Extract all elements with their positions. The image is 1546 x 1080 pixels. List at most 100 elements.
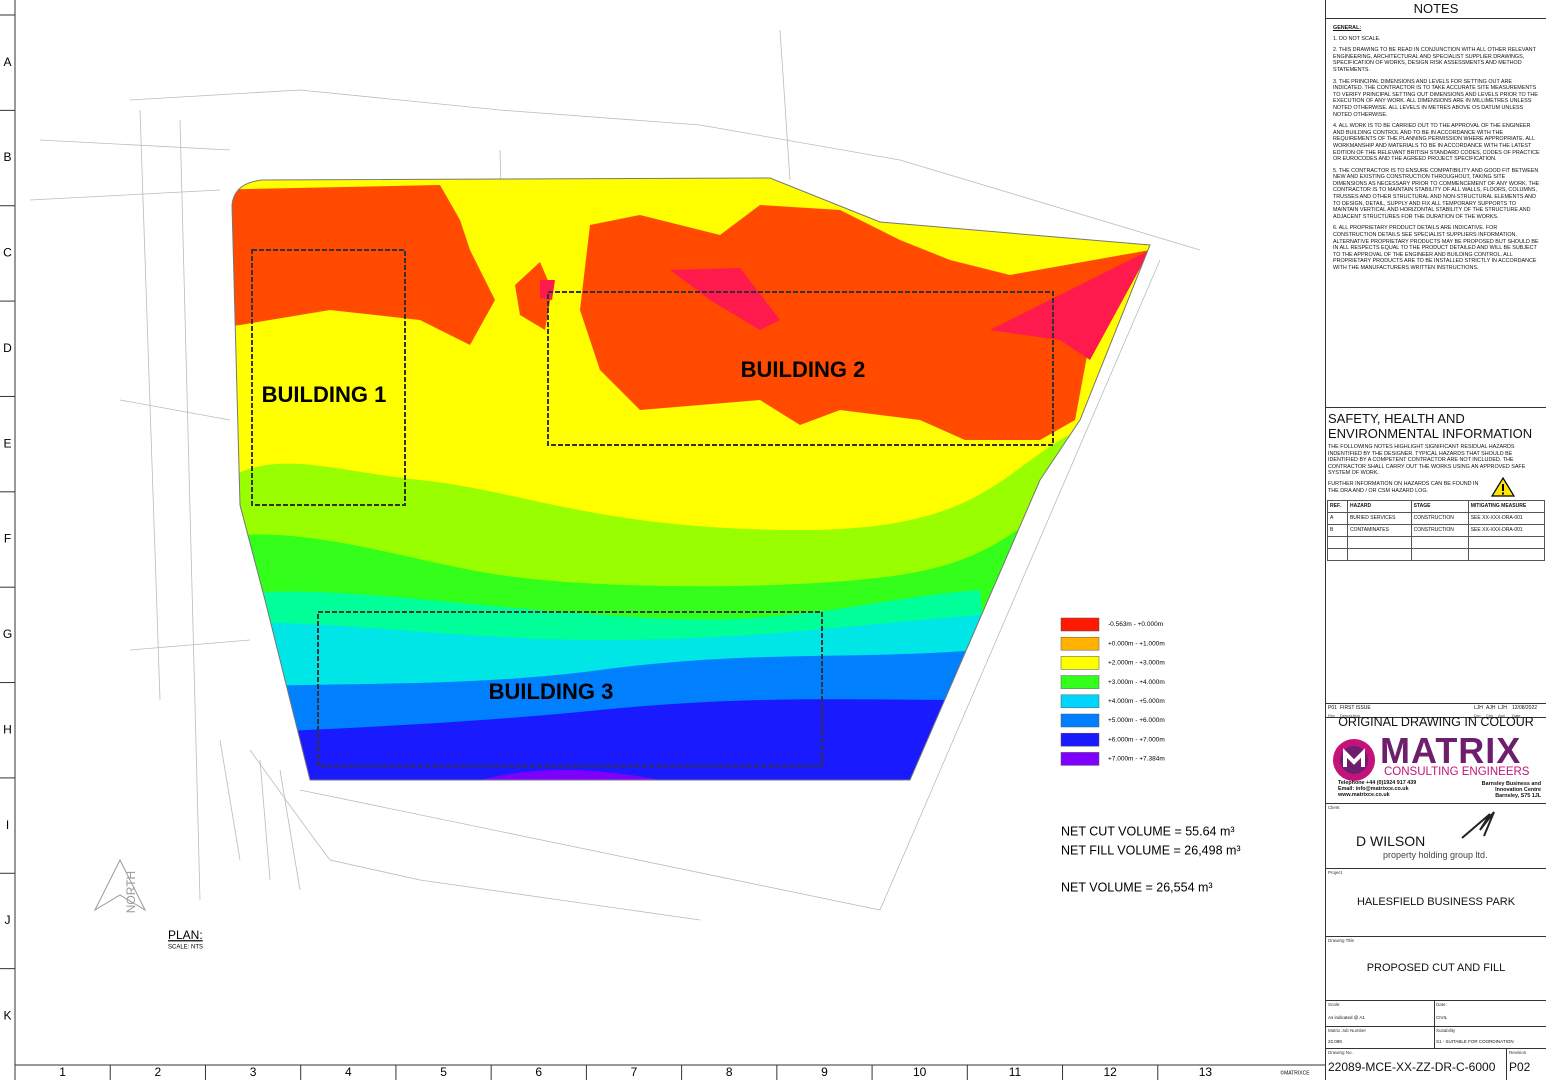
table-cell [1327,548,1348,562]
table-cell [1467,536,1546,550]
grid-column-label: 13 [1199,1065,1213,1079]
field-divider [1506,1049,1507,1080]
safety-further: FURTHER INFORMATION ON HAZARDS CAN BE FO… [1328,480,1479,494]
table-cell: MITIGATING MEASURE [1467,500,1546,514]
revision-header: Rev [1328,713,1336,718]
grid-row-label: B [3,150,11,164]
plan-scale: SCALE: NTS [168,945,203,951]
company-name: MATRIX [1380,730,1522,771]
band-red [580,205,1150,440]
table-cell: A [1327,512,1348,526]
grid-column-label: 3 [250,1065,257,1079]
building-3-outline [317,611,823,767]
revision-cell: P01 [1328,705,1337,711]
field-value: As indicated @ A1 [1328,1015,1365,1020]
revision-cell: 12/08/2022 [1512,705,1538,711]
grid-column-label: 2 [155,1065,162,1079]
field-label: Suitability [1436,1028,1456,1033]
hazard-table: REF. HAZARD STAGE MITIGATING MEASURE A BURIED… [1327,500,1546,562]
legend-label: -0.563m - +0.000m [1108,621,1163,628]
logo-mark [1333,739,1375,781]
grid-column-label: 11 [1009,1065,1022,1079]
band-magenta [990,250,1150,360]
band-blue [232,699,1000,780]
legend-label: +6.000m - +7.000m [1108,736,1165,743]
drawing-title-label: Drawing Title [1328,938,1355,943]
revision-header: Description [1340,713,1361,718]
table-row [1327,536,1546,550]
legend-swatch [1060,675,1100,689]
grid-row-label: I [6,818,9,832]
field-label: Scale: [1328,1002,1341,1007]
plan-title: PLAN: [168,928,203,942]
note-item: 6. ALL PROPRIETARY PRODUCT DETAILS ARE I… [1333,225,1539,271]
title-box: Scale: As indicated @ A1 Date: CIVIL [1326,1000,1546,1027]
field-value: CIVIL [1436,1015,1448,1020]
cut-fill-contours [232,178,1150,780]
field-label: Date: [1436,1002,1447,1007]
field-value: S1 - SUITABLE FOR COORDINATION [1436,1039,1514,1044]
title-box: Drawing No. 22089-MCE-XX-ZZ-DR-C-6000 Revi… [1326,1048,1546,1080]
notes-section: NOTES GENERAL: 1. DO NOT SCALE. 2. THIS DRA… [1326,0,1546,408]
table-cell: STAGE [1410,500,1469,514]
table-cell: CONSTRUCTION [1410,512,1469,526]
legend-swatch [1060,694,1100,709]
field-value: 22.089 [1328,1039,1342,1044]
legend-swatch [1060,732,1100,747]
table-cell: CONSTRUCTION [1410,524,1469,538]
grid-row-label: D [3,341,12,355]
building-label: BUILDING 2 [741,357,866,382]
field-label: Matrix Job Number [1328,1028,1367,1033]
grid-column-label: 1 [59,1065,66,1079]
address-line: Innovation Centre [1495,787,1541,793]
grid-column-label: 9 [821,1065,828,1079]
title-box: Matrix Job Number 22.089 Suitability S1 - S… [1326,1026,1546,1049]
revision-cell: LJH [1474,705,1483,711]
legend-label: +0.000m - +1.000m [1108,640,1165,647]
table-cell: SEE XX-XXX-DRA-001 [1467,524,1546,538]
project-label: Project [1328,870,1343,875]
revision-cell: AJH [1486,705,1496,711]
title-panel: NOTES GENERAL: 1. DO NOT SCALE. 2. THIS DRA… [1325,0,1546,1080]
grid-column-label: 6 [535,1065,542,1079]
building-2-outline [547,291,1054,446]
table-cell [1327,536,1348,550]
building-label: BUILDING 1 [262,382,387,407]
table-cell [1346,536,1412,550]
contact-line: Telephone +44 (0)1924 917 439 [1338,780,1417,786]
table-cell [1346,548,1412,562]
table-cell: SEE XX-XXX-DRA-001 [1467,512,1546,526]
table-cell: CONTAMINATES [1346,524,1412,538]
safety-section: SAFETY, HEALTH AND ENVIRONMENTAL INFORMA… [1326,408,1546,568]
address-line: Barnsley Business and [1481,781,1541,787]
grid-row-label: K [3,1008,11,1022]
table-cell: BURIED SERVICES [1346,512,1412,526]
title-box: Project HALESFIELD BUSINESS PARK [1326,868,1546,936]
grid-row-label: G [3,627,12,641]
legend-label: +5.000m - +6.000m [1108,717,1165,724]
grid-row-label: H [3,722,12,736]
copyright: ©MATRIXCE [1280,1069,1310,1076]
building-outlines [251,249,1054,767]
revision-cell: FIRST ISSUE [1340,705,1371,711]
grid-column-label: 7 [631,1065,638,1079]
client-label: Client [1328,805,1340,810]
north-arrow [93,858,147,912]
field-divider [1434,1001,1435,1027]
volume-text: NET FILL VOLUME = 26,498 m³ [1061,843,1241,857]
table-cell [1467,548,1546,562]
table-cell: HAZARD [1346,500,1412,514]
revision-cell: LJH [1498,705,1507,711]
site-boundary [231,177,1151,781]
grid-column-label: 4 [345,1065,352,1079]
company-sub: CONSULTING ENGINEERS [1384,766,1530,778]
band-red [232,185,495,345]
sheet-frame [14,0,1325,1066]
notes-title: NOTES [1326,0,1546,19]
table-cell: B [1327,524,1348,538]
revision-header: Drn [1474,713,1481,718]
band-red [515,262,552,330]
grid-column-label: 5 [440,1065,447,1079]
drawing-title: PROPOSED CUT AND FILL [1366,962,1506,974]
note-item: 1. DO NOT SCALE. [1333,35,1381,42]
